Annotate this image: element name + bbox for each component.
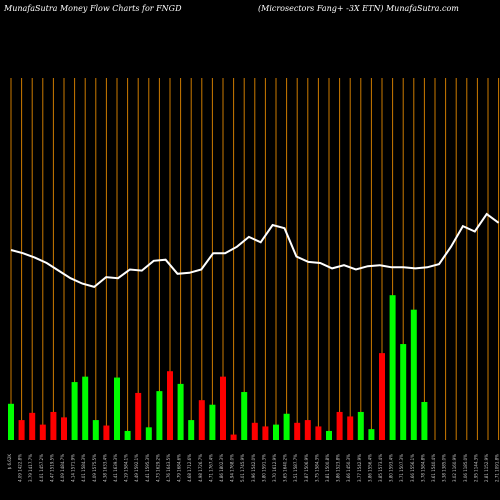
- x-tick-label: 2.81 1152.9%: [484, 454, 489, 482]
- x-tick-label: 3.66 1450.3%: [346, 454, 351, 482]
- bar-23: [241, 392, 248, 440]
- bar-24: [251, 422, 258, 440]
- x-tick-label: 3.79 1417.7%: [28, 454, 33, 482]
- bar-16: [167, 371, 173, 440]
- x-tick-label: 4.09 1422.8%: [18, 454, 23, 482]
- bar-17: [177, 383, 184, 440]
- bar-30: [315, 426, 322, 440]
- x-tick-label: 3.85 1573.4%: [378, 454, 383, 482]
- x-tick-label: 4.94 1768.0%: [230, 454, 235, 482]
- bar-3: [29, 412, 36, 440]
- x-tick-label: 4.09 1484.7%: [60, 454, 65, 482]
- bar-2: [18, 420, 25, 440]
- bar-20: [209, 404, 216, 440]
- bar-14: [145, 427, 152, 440]
- bar-39: [410, 309, 417, 440]
- x-tick-label: 2.95 1144.3%: [473, 454, 478, 482]
- x-tick-label: 4.68 1712.6%: [187, 454, 192, 482]
- bar-37: [389, 295, 396, 440]
- x-tick-label: 4.09 1575.5%: [92, 454, 97, 482]
- bar-25: [262, 426, 269, 440]
- x-tick-label: 4.73 1629.2%: [155, 454, 160, 482]
- x-tick-label: 2.71 1091.8%: [495, 454, 500, 482]
- x-tick-label: 3.66 1556.1%: [410, 454, 415, 482]
- x-tick-label: 3.81 1500.8%: [325, 454, 330, 482]
- x-tick-label: 3.87 1506.9%: [304, 454, 309, 482]
- bar-8: [82, 376, 89, 440]
- bar-1: [8, 403, 14, 440]
- bar-4: [39, 424, 46, 440]
- x-axis-labels: $ 6.62K 4.09 1422.8% 3.79 1417.7% 4.01 1457…: [7, 454, 500, 482]
- x-tick-label: 3.75 1584.3%: [314, 454, 319, 482]
- bar-32: [336, 411, 343, 440]
- bar-28: [294, 422, 301, 440]
- bar-36: [379, 353, 385, 440]
- x-tick-label: $ 6.62K: [7, 454, 12, 470]
- bar-31: [326, 430, 332, 440]
- x-tick-label: 4.41 1639.3%: [113, 454, 118, 482]
- x-tick-label: 3.80 1593.4%: [389, 454, 394, 482]
- x-tick-label: 3.61 1540.4%: [431, 454, 436, 482]
- bar-29: [304, 420, 311, 440]
- x-tick-label: 3.71 1507.3%: [399, 454, 404, 482]
- bar-26: [273, 424, 279, 440]
- bar-5: [50, 411, 57, 440]
- x-tick-label: 4.38 1633.4%: [102, 454, 107, 482]
- bar-40: [421, 401, 428, 440]
- bar-35: [368, 429, 375, 440]
- bar-34: [357, 411, 364, 440]
- bar-13: [135, 392, 142, 440]
- bar-15: [156, 391, 163, 440]
- x-tick-label: 4.47 1519.5%: [49, 454, 54, 482]
- x-tick-label: 3.77 1542.9%: [357, 454, 362, 482]
- x-tick-label: 3.96 1542.0%: [251, 454, 256, 482]
- x-tick-label: 4.49 1592.1%: [134, 454, 139, 482]
- x-tick-label: 3.02 1160.9%: [452, 454, 457, 482]
- x-tick-label: 3.78 1584.8%: [420, 454, 425, 482]
- money-flow-line: [10, 212, 500, 289]
- x-tick-label: 3.86 1523.8%: [336, 454, 341, 482]
- x-tick-label: 4.98 1726.7%: [198, 454, 203, 482]
- x-tick-label: 4.01 1584.3%: [81, 454, 86, 482]
- x-tick-label: 3.80 1591.3%: [261, 454, 266, 482]
- bar-22: [230, 434, 237, 440]
- x-tick-label: 3.38 1385.0%: [442, 454, 447, 482]
- bar-33: [347, 416, 354, 440]
- x-tick-label: 4.41 1595.3%: [145, 454, 150, 482]
- chart-subtitle: (Microsectors Fang+ -3X ETN) MunafaSutra…: [258, 4, 459, 13]
- bar-6: [61, 417, 67, 440]
- x-tick-label: 4.86 1802.3%: [219, 454, 224, 482]
- x-tick-label: 4.14 1571.9%: [71, 454, 76, 482]
- bar-27: [283, 413, 290, 440]
- bar-21: [220, 376, 226, 440]
- x-tick-label: 5.01 1745.9%: [240, 454, 245, 482]
- x-tick-label: 3.86 1556.4%: [367, 454, 372, 482]
- bar-10: [103, 425, 110, 440]
- bar-11: [114, 377, 120, 440]
- x-tick-label: 3.65 1640.2%: [283, 454, 288, 482]
- chart-title: MunafaSutra Money Flow Charts for FNGD: [3, 4, 182, 13]
- bar-19: [198, 400, 205, 440]
- x-tick-label: 4.79 1684.6%: [177, 454, 182, 482]
- x-tick-label: 3.51 1587.7%: [293, 454, 298, 482]
- x-tick-label: 4.01 1457.2%: [39, 454, 44, 482]
- x-tick-label: 3.70 1612.9%: [272, 454, 277, 482]
- x-tick-label: 4.76 1643.5%: [166, 454, 171, 482]
- bar-12: [124, 430, 131, 440]
- bar-18: [188, 420, 195, 440]
- x-tick-label: 4.71 1767.4%: [208, 454, 213, 482]
- x-tick-label: 3.06 1185.0%: [463, 454, 468, 482]
- bars-layer: [8, 295, 428, 440]
- bar-38: [400, 344, 407, 440]
- x-tick-label: 4.19 1584.1%: [124, 454, 129, 482]
- bar-9: [92, 420, 99, 440]
- bar-7: [71, 382, 78, 440]
